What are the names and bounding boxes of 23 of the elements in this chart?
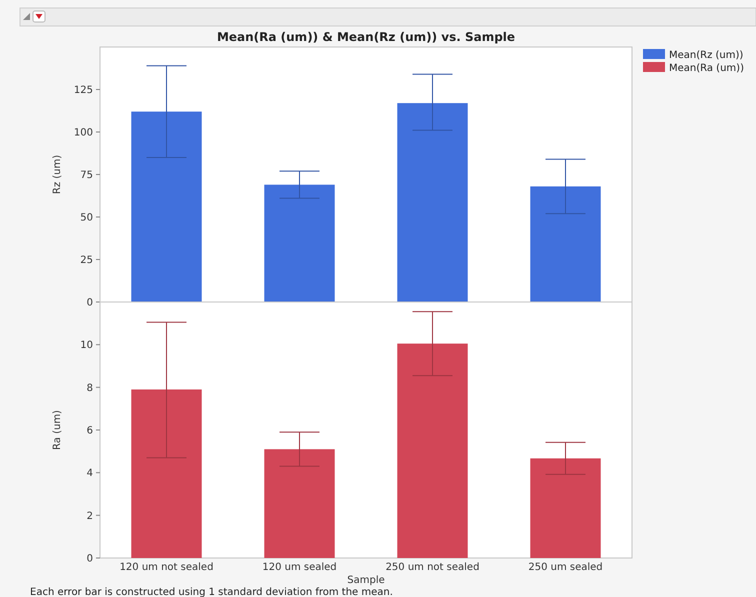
legend-label: Mean(Rz (um)) [669, 50, 744, 61]
text: Each error bar is constructed using 1 standard deviation from the mean. [30, 587, 393, 597]
y-tick-label: 8 [86, 382, 93, 394]
x-tick-label: 250 um not sealed [386, 562, 480, 573]
chart-title: Mean(Ra (um)) & Mean(Rz (um)) vs. Sample [216, 30, 516, 44]
y-tick-label: 2 [86, 510, 93, 522]
x-tick-label: 120 um sealed [262, 562, 337, 573]
y-tick-label: 25 [80, 255, 93, 266]
legend-label: Mean(Ra (um)) [669, 63, 744, 74]
x-tick-label: 120 um not sealed [120, 562, 214, 573]
x-tick-label: 250 um sealed [528, 562, 603, 573]
y-tick-label: 0 [86, 298, 93, 308]
x-axis-title: Sample [347, 575, 385, 586]
y-tick-label: 6 [86, 426, 93, 436]
y-tick-label: 10 [80, 340, 93, 352]
y-tick-label: 0 [86, 554, 93, 564]
y-tick-label: 50 [80, 212, 93, 224]
y-axis-title: Ra (um) [52, 410, 63, 450]
y-tick-label: 4 [86, 468, 93, 480]
y-tick-label: 125 [74, 85, 93, 96]
y-tick-label: 100 [74, 128, 93, 138]
y-axis-title: Rz (um) [52, 154, 63, 194]
y-tick-label: 75 [80, 170, 93, 181]
